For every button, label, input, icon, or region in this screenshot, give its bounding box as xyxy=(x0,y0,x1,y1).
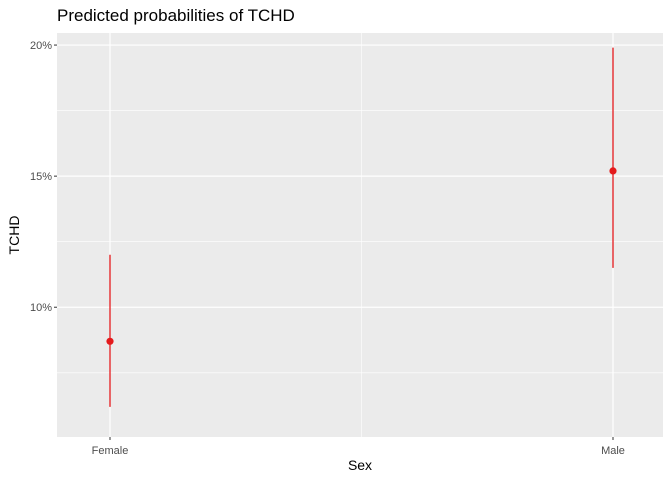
error-bars xyxy=(109,47,614,407)
y-tick-label: 20% xyxy=(30,40,52,52)
minor-gridlines xyxy=(57,33,663,437)
plot-panel xyxy=(57,33,663,437)
y-tick-label: 10% xyxy=(30,302,52,314)
y-axis-title: TCHD xyxy=(6,216,22,255)
x-axis: Female Male xyxy=(92,437,625,457)
chart-title: Predicted probabilities of TCHD xyxy=(57,6,295,25)
y-axis: 10% 15% 20% xyxy=(30,40,57,314)
data-points xyxy=(106,167,617,345)
data-point xyxy=(609,167,617,175)
y-tick-label: 15% xyxy=(30,171,52,183)
x-axis-title: Sex xyxy=(348,457,372,473)
x-tick-label: Female xyxy=(92,445,129,457)
data-point xyxy=(106,337,114,345)
x-tick-label: Male xyxy=(601,445,625,457)
